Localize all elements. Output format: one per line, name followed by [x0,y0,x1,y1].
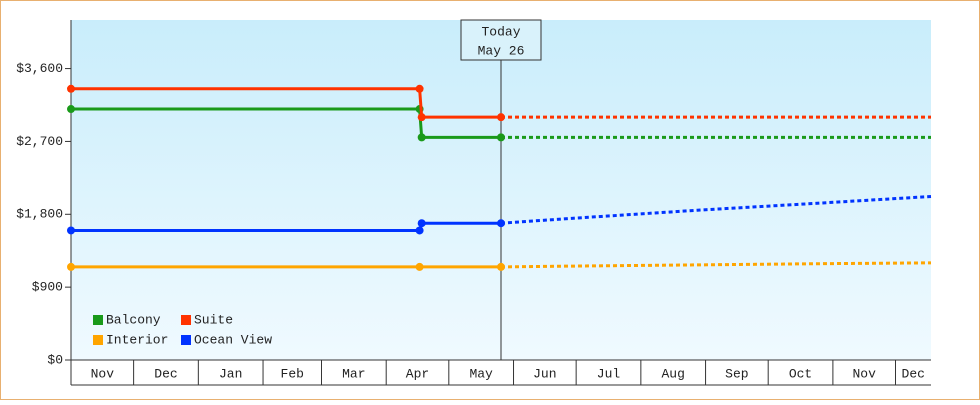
point [417,133,426,142]
today-label: May 26 [478,43,525,58]
x-tick-label: Nov [91,366,115,381]
legend-label: Interior [106,332,168,347]
x-tick-label: May [469,366,493,381]
y-tick-label: $0 [47,352,63,367]
legend-swatch [181,335,191,345]
point [497,262,505,271]
legend-swatch [181,315,191,325]
y-tick-label: $1,800 [16,207,63,222]
point [67,262,75,271]
x-tick-label: Feb [281,366,304,381]
point [417,219,426,228]
legend-label: Ocean View [194,332,272,347]
history-line [71,87,501,119]
point [497,133,505,142]
point [497,219,505,228]
x-tick-label: Jan [219,366,242,381]
point [67,84,75,93]
point [67,105,75,114]
forecast-line [500,194,932,225]
x-tick-label: Apr [406,366,429,381]
x-tick-label: Sep [725,366,748,381]
point [67,226,75,235]
forecast-line [500,261,932,269]
y-tick-label: $2,700 [16,134,63,149]
x-tick-label: Mar [342,366,365,381]
point [415,226,424,235]
x-tick-label: Jun [533,366,556,381]
x-tick-label: Dec [902,366,925,381]
today-box [460,19,542,61]
legend-label: Balcony [106,312,161,327]
y-tick-label: $3,600 [16,61,63,76]
x-tick-label: Oct [789,366,812,381]
x-tick-label: Nov [853,366,877,381]
legend-swatch [93,335,103,345]
point [417,113,426,122]
y-tick-label: $900 [32,280,63,295]
legend-label: Suite [194,312,233,327]
legend-swatch [93,315,103,325]
x-tick-label: Aug [662,366,685,381]
point [415,262,424,271]
x-tick-label: Dec [154,366,177,381]
today-label: Today [481,24,520,39]
x-tick-label: Jul [597,366,621,381]
point [415,84,424,93]
point [497,113,505,122]
history-line [71,107,501,139]
